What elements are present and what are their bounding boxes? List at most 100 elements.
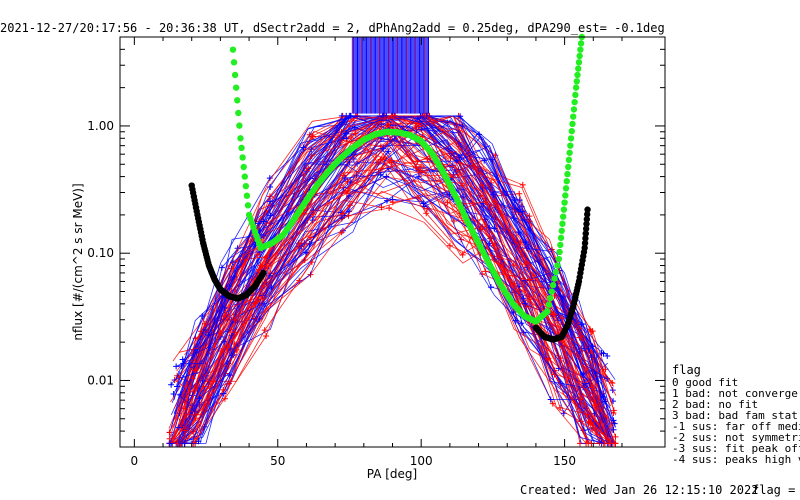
fit-point — [577, 46, 584, 53]
fit-point — [552, 268, 560, 276]
measurement-trace — [177, 149, 612, 444]
data-point-marker — [611, 420, 618, 427]
fit-point — [572, 91, 579, 99]
fit-point — [230, 59, 238, 66]
fit-point — [569, 120, 576, 128]
measurement-trace — [176, 115, 603, 407]
x-tick-label: 100 — [410, 454, 433, 468]
legend-entry: -1 sus: far off medic — [672, 420, 800, 433]
fit-point — [231, 71, 239, 79]
fit-point — [564, 170, 571, 178]
fit-point — [545, 301, 553, 308]
y-tick-label: 0.10 — [87, 246, 114, 260]
legend-entry: 2 bad: no fit — [672, 398, 758, 411]
legend-title: flag — [672, 363, 701, 377]
legend-entry: -4 sus: peaks high v — [672, 453, 800, 466]
fit-point — [562, 185, 570, 192]
fit-point — [571, 98, 578, 106]
fit-point — [557, 234, 565, 242]
measurement-trace — [184, 133, 605, 444]
fit-point — [240, 163, 247, 171]
axes: 0 50 100 150 0.01 0.10 1.00 — [87, 36, 665, 468]
trace-layer — [166, 112, 619, 447]
fit-point — [581, 244, 588, 252]
x-tick-label: 0 — [131, 454, 139, 468]
data-point-marker — [612, 433, 619, 440]
fit-point — [559, 213, 567, 220]
fit-point — [559, 220, 566, 227]
data-point-marker — [600, 350, 607, 357]
spike-layer — [351, 37, 429, 114]
measurement-trace — [169, 128, 600, 444]
fit-point — [575, 65, 582, 72]
fit-point — [576, 52, 583, 60]
fit-point — [236, 122, 243, 129]
fit-point — [561, 199, 568, 206]
measurement-trace — [171, 167, 603, 444]
legend-entry: 0 good fit — [672, 376, 738, 389]
measurement-trace — [179, 174, 604, 444]
y-tick-label: 0.01 — [87, 373, 114, 387]
measurement-trace — [174, 186, 612, 444]
fit-point — [574, 71, 581, 79]
fit-point — [238, 144, 245, 152]
fit-point — [577, 40, 585, 47]
fit-point — [234, 97, 241, 104]
chart-title: 2021-12-27/20:17:56 - 20:36:38 UT, dSect… — [0, 21, 665, 35]
fit-point — [582, 235, 589, 242]
fit-point — [582, 230, 589, 237]
measurement-trace — [170, 115, 608, 386]
fit-point — [557, 241, 564, 249]
fit-point — [564, 163, 572, 171]
data-point-marker — [181, 440, 188, 447]
fit-point — [582, 225, 590, 232]
data-point-marker — [600, 394, 607, 401]
fit-point — [583, 211, 591, 218]
fit-point — [229, 46, 237, 53]
fit-point — [244, 202, 252, 209]
fit-point — [555, 255, 563, 263]
x-axis-label: PA [deg] — [367, 467, 417, 481]
measurement-trace — [170, 157, 609, 444]
data-point-marker — [166, 440, 173, 447]
fit-point — [232, 84, 240, 91]
fit-point — [570, 106, 578, 113]
measurement-trace — [183, 123, 611, 444]
fit-point — [241, 173, 248, 180]
fit-point — [572, 84, 580, 91]
data-point-marker — [610, 426, 617, 433]
legend-entry: 1 bad: not converge — [672, 387, 798, 400]
fit-point — [544, 308, 551, 315]
measurement-trace — [176, 115, 614, 430]
fit-point — [570, 113, 577, 120]
fit-point — [583, 216, 591, 223]
fit-point — [563, 178, 570, 185]
x-tick-label: 50 — [270, 454, 285, 468]
data-point-marker — [607, 440, 614, 447]
measurement-trace — [184, 159, 609, 444]
fit-point — [575, 59, 583, 66]
fit-point — [562, 192, 569, 199]
flag-value: flag = 0 — [752, 483, 800, 497]
measurement-trace — [176, 115, 616, 384]
fit-point — [235, 109, 242, 117]
measurement-trace — [178, 115, 611, 428]
fit-point — [260, 269, 267, 277]
fit-point — [558, 227, 565, 234]
fit-point — [583, 220, 590, 228]
fit-point — [551, 275, 558, 282]
measurement-trace — [180, 115, 616, 440]
fit-point — [549, 281, 557, 289]
y-axis-label: nflux [#/(cm^2 s sr MeV)] — [71, 183, 85, 340]
legend-entry: -3 sus: fit peak off 9 — [672, 442, 800, 455]
fit-point — [581, 239, 589, 247]
fit-point — [548, 288, 555, 295]
fit-point — [567, 142, 574, 149]
y-tick-label: 1.00 — [87, 119, 114, 133]
data-point-marker — [179, 356, 186, 363]
created-timestamp: Created: Wed Jan 26 12:15:10 2022 — [520, 483, 758, 497]
fit-point — [568, 127, 575, 135]
fit-point — [584, 206, 591, 213]
legend-entry: 3 bad: bad fam stat — [672, 409, 798, 422]
